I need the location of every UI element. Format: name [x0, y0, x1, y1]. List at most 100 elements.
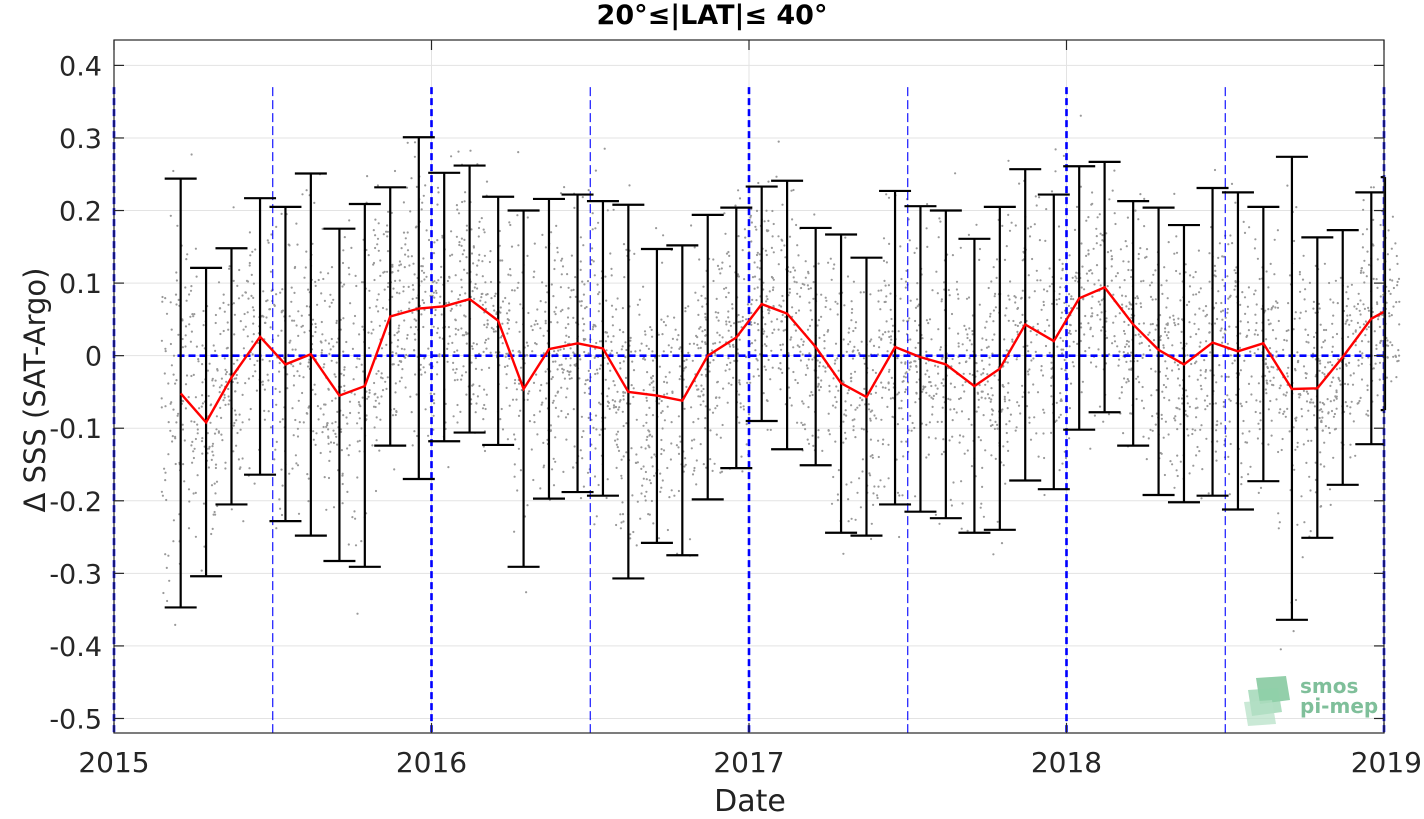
scatter-point	[725, 320, 728, 323]
scatter-point	[1350, 400, 1353, 403]
scatter-point	[871, 454, 874, 457]
scatter-point	[445, 302, 448, 305]
scatter-point	[811, 393, 814, 397]
scatter-point	[754, 225, 757, 228]
scatter-point	[757, 374, 761, 377]
scatter-point	[1309, 489, 1312, 492]
scatter-point	[1320, 346, 1323, 349]
scatter-point	[779, 368, 782, 371]
scatter-point	[1127, 260, 1130, 263]
scatter-point	[1354, 344, 1357, 347]
scatter-point	[581, 457, 584, 460]
scatter-point	[1006, 407, 1009, 410]
scatter-point	[1199, 384, 1202, 387]
scatter-point	[931, 289, 934, 292]
scatter-point	[991, 423, 994, 427]
scatter-point	[316, 405, 319, 408]
scatter-point	[296, 243, 299, 246]
scatter-point	[860, 340, 863, 343]
scatter-point	[939, 220, 942, 223]
scatter-point	[607, 401, 611, 404]
scatter-point	[414, 373, 417, 376]
scatter-point	[900, 399, 903, 402]
scatter-point	[1016, 306, 1020, 310]
scatter-point	[347, 266, 350, 269]
scatter-point	[688, 538, 692, 541]
scatter-point	[1043, 411, 1046, 414]
scatter-point	[295, 462, 298, 465]
scatter-point	[967, 296, 971, 299]
scatter-point	[554, 436, 557, 439]
scatter-point	[304, 266, 307, 269]
scatter-point	[188, 500, 191, 503]
scatter-point	[174, 462, 177, 466]
scatter-point	[869, 455, 872, 458]
scatter-point	[925, 319, 929, 322]
scatter-point	[175, 271, 178, 274]
scatter-point	[1114, 222, 1117, 226]
scatter-point	[1293, 367, 1297, 371]
scatter-point	[913, 426, 916, 430]
scatter-point	[380, 372, 383, 375]
scatter-point	[867, 403, 870, 406]
scatter-point	[664, 324, 668, 327]
scatter-point	[307, 361, 310, 364]
scatter-point	[1367, 414, 1370, 417]
scatter-point	[1039, 279, 1042, 282]
scatter-point	[1346, 405, 1349, 408]
scatter-point	[624, 376, 628, 379]
scatter-point	[1151, 415, 1154, 418]
scatter-point	[1165, 306, 1168, 309]
logo-mark-icon	[1244, 676, 1290, 726]
scatter-point	[847, 343, 850, 346]
scatter-point	[223, 393, 226, 396]
scatter-point	[1185, 342, 1188, 345]
scatter-point	[1176, 454, 1179, 457]
scatter-point	[882, 237, 886, 240]
scatter-point	[873, 485, 876, 488]
scatter-point	[1346, 314, 1349, 317]
scatter-point	[254, 248, 257, 251]
scatter-point	[447, 466, 450, 469]
scatter-point	[1356, 321, 1359, 324]
scatter-point	[699, 346, 702, 349]
scatter-point	[1050, 384, 1053, 387]
scatter-point	[506, 438, 509, 441]
scatter-point	[420, 313, 423, 316]
scatter-point	[1002, 445, 1005, 448]
scatter-point	[889, 341, 892, 344]
scatter-point	[455, 235, 458, 238]
scatter-point	[408, 307, 411, 310]
scatter-point	[321, 227, 324, 230]
mean-line-path	[179, 285, 1385, 425]
scatter-point	[425, 275, 428, 278]
scatter-point	[881, 386, 885, 389]
scatter-point	[1057, 225, 1061, 228]
scatter-point	[586, 471, 590, 474]
scatter-point	[616, 297, 619, 300]
scatter-point	[1160, 452, 1163, 455]
scatter-point	[1258, 277, 1261, 281]
scatter-point	[1061, 262, 1064, 265]
scatter-point	[562, 347, 566, 350]
scatter-point	[368, 346, 371, 350]
scatter-point	[546, 291, 549, 294]
scatter-point	[196, 423, 199, 426]
scatter-point	[1229, 234, 1232, 237]
scatter-point	[909, 414, 912, 417]
scatter-point	[784, 256, 787, 259]
scatter-point	[1125, 305, 1128, 308]
scatter-point	[504, 296, 507, 300]
scatter-point	[595, 428, 598, 431]
scatter-point	[765, 300, 768, 303]
scatter-point	[584, 383, 587, 386]
scatter-point	[642, 285, 645, 288]
scatter-point	[562, 368, 565, 371]
scatter-point	[885, 320, 888, 323]
scatter-point	[513, 530, 516, 533]
scatter-point	[872, 503, 875, 506]
scatter-point	[410, 255, 413, 258]
scatter-point	[1125, 381, 1128, 384]
scatter-point	[254, 370, 257, 373]
scatter-point	[746, 303, 750, 306]
